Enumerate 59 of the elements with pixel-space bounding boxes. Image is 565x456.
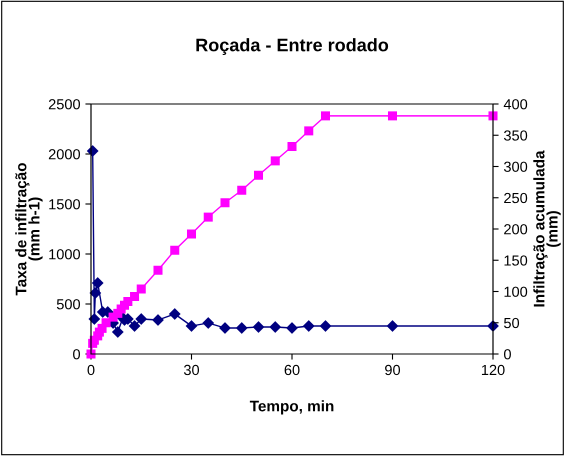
y2-axis-title: Infiltração acumulada (mm): [533, 150, 561, 307]
y-tick-label: 1000: [49, 249, 80, 260]
point: [136, 313, 147, 325]
point: [136, 284, 146, 294]
point: [92, 277, 104, 289]
chart-title: Roçada - Entre rodado: [196, 38, 388, 55]
point: [320, 320, 332, 332]
point: [169, 308, 180, 320]
point: [304, 126, 314, 136]
point: [152, 314, 164, 326]
y-tick-label: 1500: [49, 199, 80, 210]
y-tick-label: 0: [73, 349, 80, 360]
y2-tick-label: 250: [504, 192, 528, 204]
point: [237, 186, 246, 195]
point: [153, 266, 163, 275]
x-tick-label: 120: [482, 364, 505, 376]
point: [252, 321, 264, 333]
y2-tick-label: 200: [504, 224, 528, 234]
point: [254, 170, 264, 180]
x-tick-label: 60: [284, 364, 300, 376]
point: [320, 111, 330, 120]
x-tick-label: 90: [385, 364, 400, 376]
point: [270, 321, 281, 333]
point: [388, 111, 398, 120]
point: [90, 287, 101, 299]
y-axis-title: Taxa de infiltração (mm h-1): [15, 163, 43, 296]
y2-tick-label: 50: [504, 318, 520, 328]
point: [186, 229, 196, 239]
point: [170, 246, 180, 255]
y-tick-label: 2500: [48, 99, 80, 110]
x-tick-label: 30: [184, 364, 200, 376]
y-tick-label: 500: [56, 299, 80, 310]
point: [386, 320, 398, 332]
point: [202, 317, 214, 329]
y2-tick-label: 150: [504, 255, 528, 266]
y2-tick-label: 0: [504, 349, 511, 360]
point: [204, 212, 213, 222]
x-tick-label: 0: [88, 364, 94, 376]
point: [128, 320, 140, 332]
y2-tick-label: 350: [504, 130, 528, 141]
y-tick-label: 2000: [48, 149, 80, 160]
point: [287, 142, 297, 152]
point: [488, 111, 498, 120]
point: [219, 322, 231, 334]
point: [87, 145, 98, 157]
point: [220, 198, 230, 208]
point: [112, 326, 124, 338]
point: [236, 322, 248, 334]
point: [88, 313, 100, 325]
point: [186, 320, 198, 332]
point: [102, 318, 111, 328]
point: [270, 156, 280, 166]
point: [286, 322, 298, 334]
point: [130, 292, 140, 302]
point: [303, 320, 314, 332]
y2-tick-label: 300: [504, 162, 528, 172]
x-axis-title: Tempo, min: [250, 400, 334, 414]
y2-tick-label: 400: [504, 99, 528, 110]
y2-tick-label: 100: [504, 286, 528, 297]
